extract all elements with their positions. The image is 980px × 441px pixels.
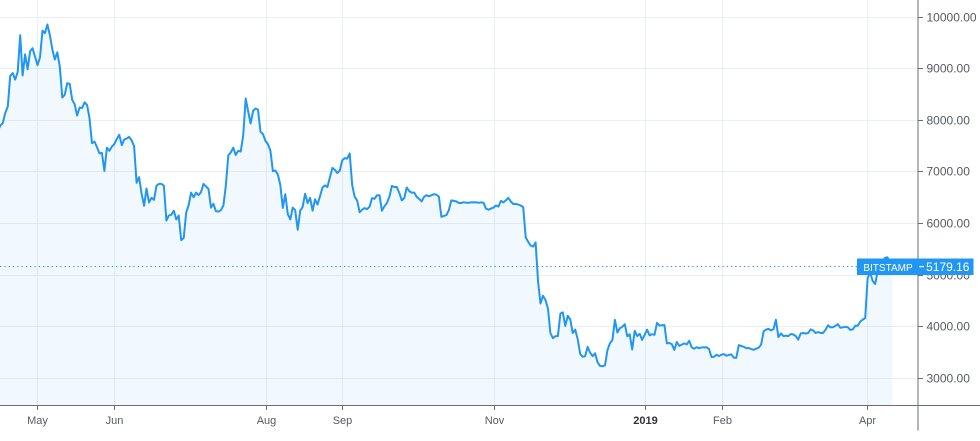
svg-text:Nov: Nov [485, 415, 505, 427]
svg-text:3000.00: 3000.00 [927, 372, 971, 386]
svg-text:10000.00: 10000.00 [927, 11, 977, 25]
svg-text:May: May [27, 415, 48, 427]
svg-text:Aug: Aug [257, 415, 277, 427]
svg-text:BITSTAMP: BITSTAMP [863, 263, 913, 274]
svg-text:6000.00: 6000.00 [927, 217, 971, 231]
svg-text:Sep: Sep [333, 415, 353, 427]
svg-text:5179.16: 5179.16 [926, 260, 970, 274]
svg-text:Feb: Feb [713, 415, 732, 427]
svg-text:4000.00: 4000.00 [927, 320, 971, 334]
svg-text:9000.00: 9000.00 [927, 62, 971, 76]
svg-text:2019: 2019 [633, 415, 657, 427]
svg-text:7000.00: 7000.00 [927, 165, 971, 179]
svg-text:Apr: Apr [859, 415, 876, 427]
svg-text:Jun: Jun [106, 415, 124, 427]
svg-text:8000.00: 8000.00 [927, 114, 971, 128]
